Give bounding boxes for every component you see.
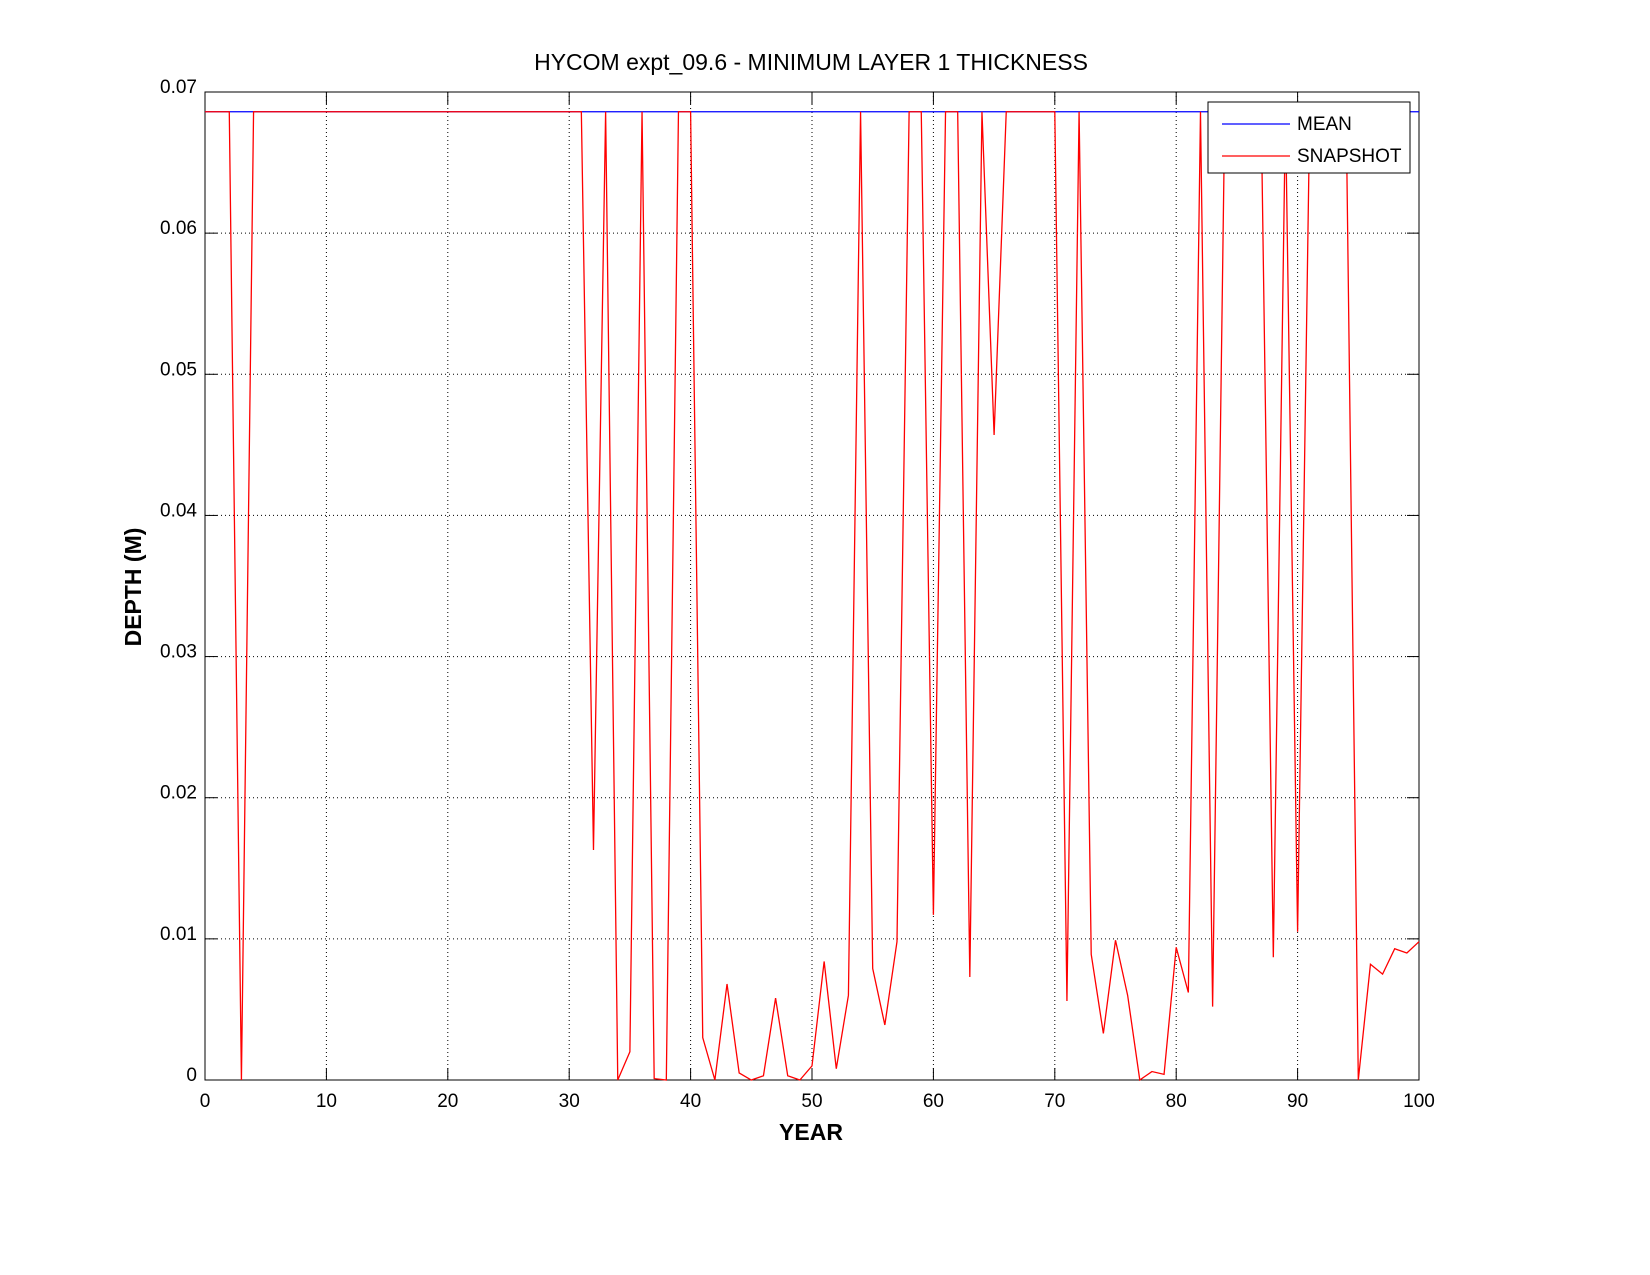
y-tick-label: 0.02 bbox=[160, 783, 197, 804]
chart-title: HYCOM expt_09.6 - MINIMUM LAYER 1 THICKN… bbox=[534, 49, 1088, 75]
y-tick-label: 0.05 bbox=[160, 359, 197, 380]
y-tick-label: 0.01 bbox=[160, 924, 197, 945]
y-axis-label: DEPTH (M) bbox=[120, 528, 146, 647]
x-tick-label: 10 bbox=[316, 1091, 337, 1112]
x-tick-label: 0 bbox=[200, 1091, 211, 1112]
legend-label: SNAPSHOT bbox=[1297, 146, 1402, 167]
x-tick-label: 30 bbox=[559, 1091, 580, 1112]
x-tick-label: 40 bbox=[680, 1091, 701, 1112]
plot-frame bbox=[204, 91, 1420, 1081]
x-tick-label: 20 bbox=[437, 1091, 458, 1112]
x-axis-label: YEAR bbox=[779, 1119, 843, 1145]
legend-label: MEAN bbox=[1297, 114, 1352, 135]
x-tick-label: 60 bbox=[923, 1091, 944, 1112]
y-tick-label: 0.03 bbox=[160, 642, 197, 663]
y-tick-label: 0.07 bbox=[160, 77, 197, 98]
x-tick-label: 90 bbox=[1287, 1091, 1308, 1112]
x-tick-label: 70 bbox=[1044, 1091, 1065, 1112]
x-tick-label: 80 bbox=[1166, 1091, 1187, 1112]
legend-box bbox=[1207, 101, 1411, 174]
y-tick-label: 0 bbox=[186, 1065, 197, 1086]
x-tick-label: 100 bbox=[1403, 1091, 1435, 1112]
data-line bbox=[205, 111, 1420, 1082]
x-tick-label: 50 bbox=[801, 1091, 822, 1112]
y-tick-label: 0.04 bbox=[160, 500, 197, 521]
y-tick-label: 0.06 bbox=[160, 218, 197, 239]
